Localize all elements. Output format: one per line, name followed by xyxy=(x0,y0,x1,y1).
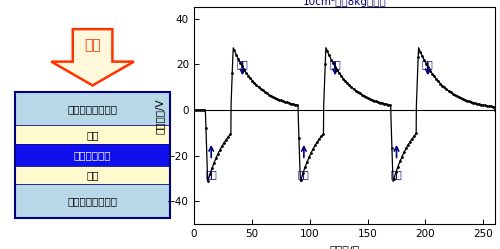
Bar xyxy=(15,125,170,144)
Text: フレキシブル基板: フレキシブル基板 xyxy=(68,196,117,206)
Text: 電極: 電極 xyxy=(86,130,99,140)
Bar xyxy=(15,184,170,218)
Title: 10cm²に約8kgの荷重: 10cm²に約8kgの荷重 xyxy=(302,0,386,7)
Y-axis label: 起電力　/V: 起電力 /V xyxy=(154,98,164,134)
Bar xyxy=(15,92,170,125)
Text: 押す: 押す xyxy=(298,169,310,179)
Polygon shape xyxy=(52,29,134,85)
Text: 離す: 離す xyxy=(422,59,434,69)
X-axis label: 時間　/秒: 時間 /秒 xyxy=(330,245,360,249)
Text: 押す: 押す xyxy=(206,169,217,179)
Text: ポリアミノ酸: ポリアミノ酸 xyxy=(74,150,112,160)
Text: 離す: 離す xyxy=(330,59,341,69)
Text: 圧力: 圧力 xyxy=(84,38,101,52)
Text: 離す: 離す xyxy=(236,59,248,69)
Text: 電極: 電極 xyxy=(86,170,99,180)
Text: フレキシブル基板: フレキシブル基板 xyxy=(68,104,117,114)
Bar xyxy=(15,92,170,218)
Bar xyxy=(15,166,170,184)
Bar xyxy=(15,144,170,166)
Text: 押す: 押す xyxy=(390,169,402,179)
